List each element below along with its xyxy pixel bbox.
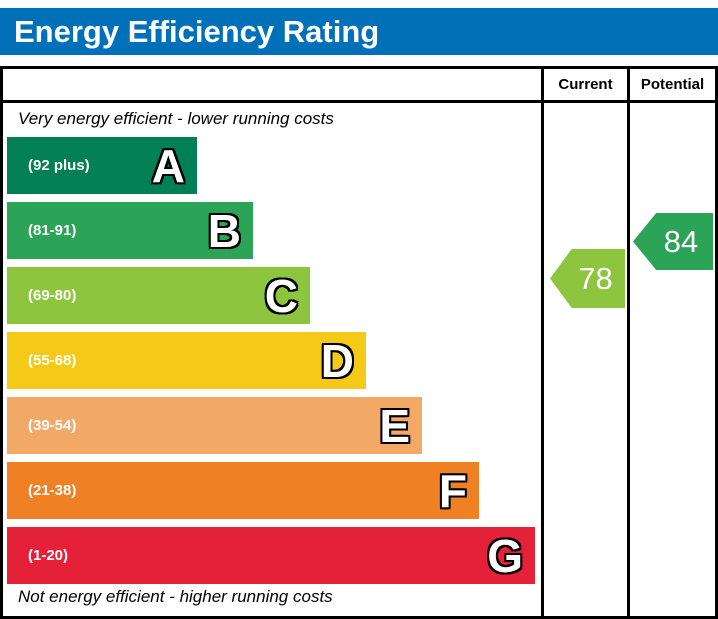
band-g-range-label: (1-20) <box>28 547 69 564</box>
band-a-range-label: (92 plus) <box>28 157 90 174</box>
top-note: Very energy efficient - lower running co… <box>18 109 334 128</box>
band-d-range-label: (55-68) <box>28 352 77 369</box>
band-c-range-label: (69-80) <box>28 287 77 304</box>
band-e-letter: E <box>379 399 410 452</box>
band-c-letter: C <box>264 269 298 322</box>
band-a-letter: A <box>151 139 185 192</box>
current-rating-arrow: 78 <box>550 249 625 308</box>
current-column-divider <box>541 69 544 616</box>
band-f-range-label: (21-38) <box>28 482 77 499</box>
band-g: (1-20) G <box>7 527 535 584</box>
potential-column-divider <box>627 69 630 616</box>
chart-frame: Current Potential Very energy efficient … <box>0 66 718 619</box>
potential-rating-value: 84 <box>663 223 699 259</box>
page-title: Energy Efficiency Rating <box>14 13 380 49</box>
band-d: (55-68) D <box>7 332 366 389</box>
band-d-letter: D <box>320 334 354 387</box>
potential-rating-arrow: 84 <box>633 213 713 270</box>
band-b-letter: B <box>207 204 241 257</box>
band-f-letter: F <box>438 464 467 517</box>
current-rating-value: 78 <box>578 260 613 296</box>
band-b-range-label: (81-91) <box>28 222 77 239</box>
column-header-current: Current <box>558 76 613 93</box>
band-c: (69-80) C <box>7 267 310 324</box>
band-e: (39-54) E <box>7 397 422 454</box>
bottom-note: Not energy efficient - higher running co… <box>18 587 333 606</box>
band-b: (81-91) B <box>7 202 253 259</box>
title-bar: Energy Efficiency Rating <box>0 8 718 55</box>
column-header-potential: Potential <box>640 76 705 93</box>
band-g-letter: G <box>487 529 523 582</box>
band-f: (21-38) F <box>7 462 479 519</box>
band-a: (92 plus) A <box>7 137 197 194</box>
header-divider-line <box>3 100 715 103</box>
band-e-range-label: (39-54) <box>28 417 77 434</box>
